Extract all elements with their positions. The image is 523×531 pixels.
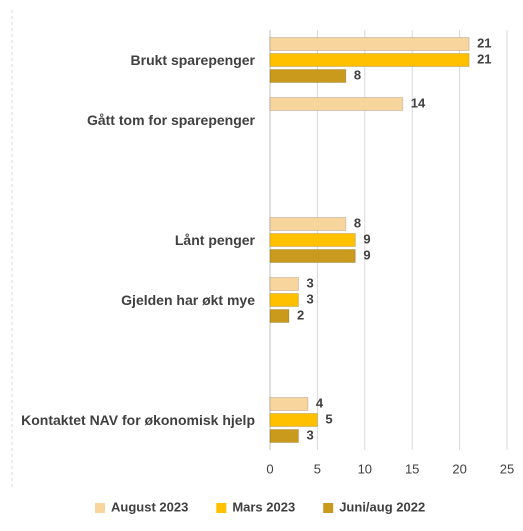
category-text: Kontaktet NAV for økonomisk hjelp bbox=[21, 412, 255, 428]
value-label: 21 bbox=[477, 51, 491, 66]
x-tick-label: 10 bbox=[358, 461, 372, 476]
bar bbox=[269, 429, 299, 443]
bar bbox=[269, 413, 318, 427]
bar bbox=[269, 53, 470, 67]
category-label: Brukt sparepenger bbox=[5, 49, 255, 71]
value-label: 8 bbox=[354, 67, 361, 82]
value-label: 8 bbox=[354, 215, 361, 230]
bar bbox=[269, 37, 470, 51]
value-label: 4 bbox=[316, 395, 324, 410]
category-label: Lånt penger bbox=[5, 229, 255, 251]
value-label: 3 bbox=[306, 291, 313, 306]
legend-label: August 2023 bbox=[111, 499, 188, 514]
x-tick-label: 20 bbox=[452, 461, 466, 476]
category-text: Gjelden har økt mye bbox=[121, 292, 255, 308]
value-label: 9 bbox=[363, 231, 370, 246]
category-text: Gått tom for sparepenger bbox=[86, 112, 255, 128]
x-tick-label: 15 bbox=[405, 461, 419, 476]
x-tick-label: 0 bbox=[266, 461, 273, 476]
bar bbox=[269, 69, 347, 83]
category-label: Gått tom for sparepenger bbox=[5, 109, 255, 131]
bar bbox=[269, 233, 356, 247]
bar bbox=[269, 293, 299, 307]
category-label: Gjelden har økt mye bbox=[5, 289, 255, 311]
category-label: Kontaktet NAV for økonomisk hjelp bbox=[5, 409, 255, 431]
x-tick-label: 25 bbox=[500, 461, 514, 476]
bar bbox=[269, 217, 347, 231]
x-tick-label: 5 bbox=[314, 461, 321, 476]
value-label: 3 bbox=[306, 275, 313, 290]
bar bbox=[269, 97, 404, 111]
legend-label: Mars 2023 bbox=[232, 499, 295, 514]
legend-swatch bbox=[323, 503, 334, 513]
bar bbox=[269, 397, 309, 411]
legend-label: Juni/aug 2022 bbox=[339, 499, 425, 514]
value-label: 21 bbox=[477, 35, 491, 50]
category-text: Brukt sparepenger bbox=[130, 52, 255, 68]
value-label: 5 bbox=[325, 411, 332, 426]
value-label: 9 bbox=[363, 247, 370, 262]
bar bbox=[269, 249, 356, 263]
bar bbox=[269, 309, 290, 323]
value-label: 3 bbox=[306, 427, 313, 442]
legend-swatch bbox=[95, 503, 105, 513]
value-label: 14 bbox=[411, 95, 426, 110]
category-text: Lånt penger bbox=[174, 232, 255, 248]
legend-swatch bbox=[216, 503, 227, 513]
value-label: 2 bbox=[297, 307, 304, 322]
bar bbox=[269, 277, 299, 291]
